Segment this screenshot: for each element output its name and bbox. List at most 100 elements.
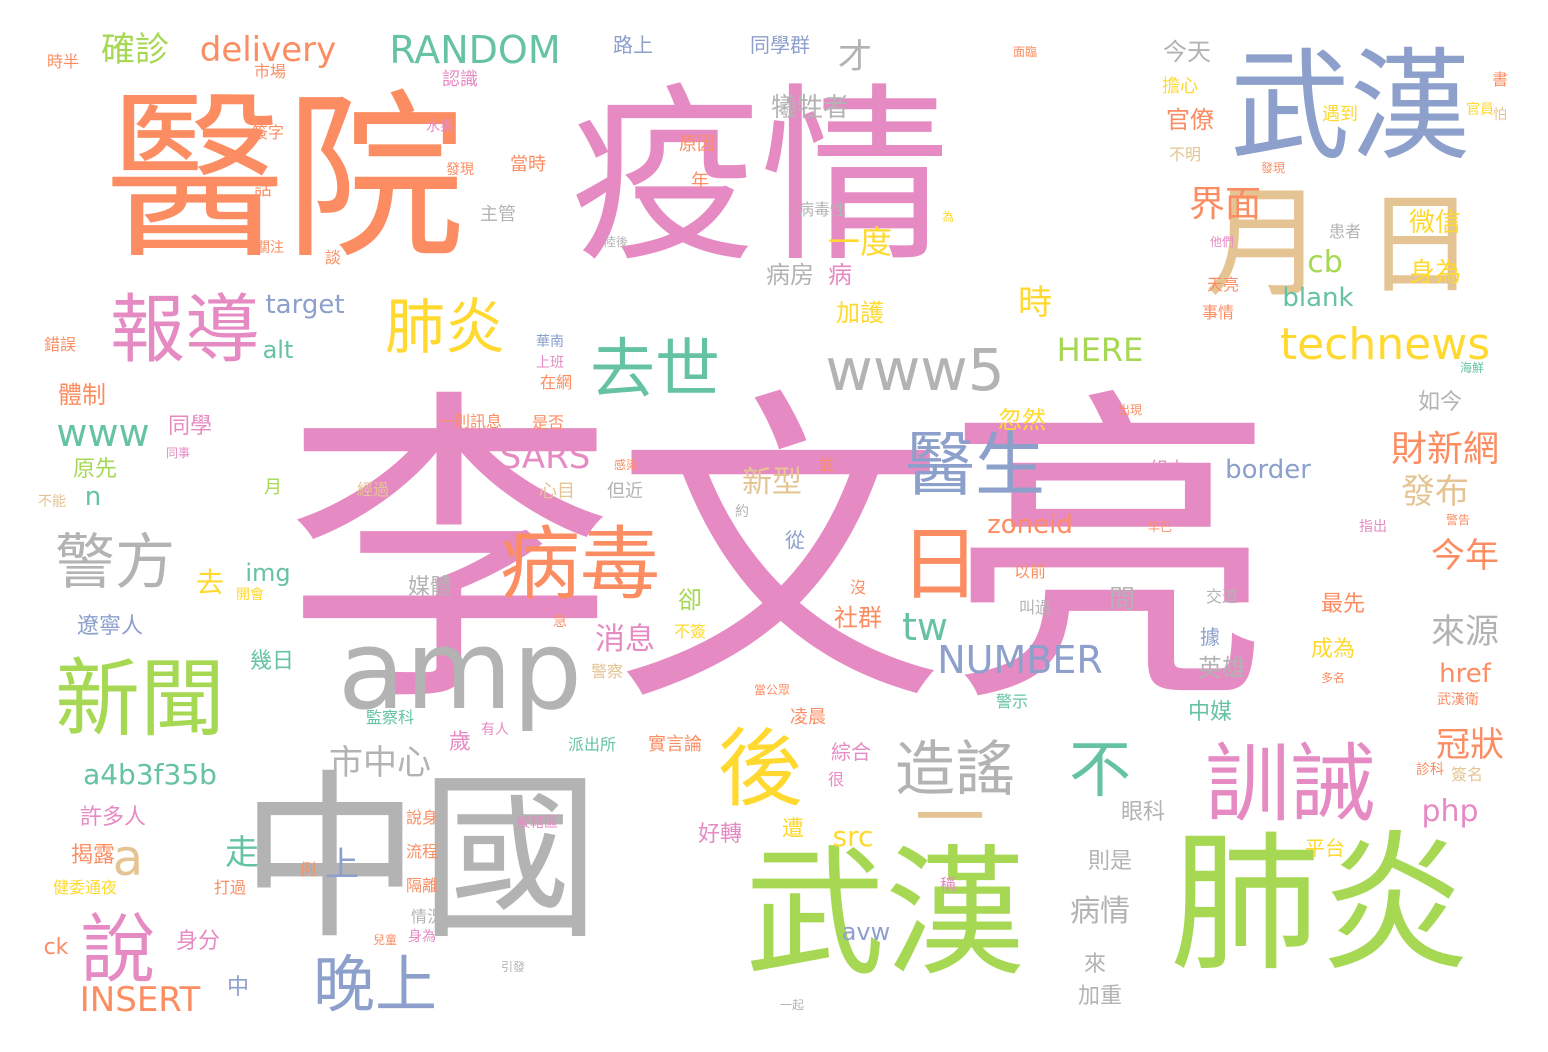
word: 肺炎 — [1169, 818, 1471, 992]
word: 病房 — [766, 261, 814, 289]
word: 並 — [817, 455, 835, 474]
word: a — [112, 829, 144, 887]
word: 不簽 — [673, 622, 707, 641]
word: 被轄區 — [516, 815, 558, 831]
word: 但近 — [607, 481, 643, 502]
word: 多名 — [1320, 671, 1346, 685]
word: tw — [902, 605, 948, 649]
word: 醫院 — [104, 75, 466, 284]
word: 身為 — [408, 929, 436, 945]
word: 指出 — [1359, 519, 1387, 535]
word: delivery — [199, 30, 337, 70]
word: 肺炎 — [385, 293, 505, 363]
word: 武漢 — [744, 833, 1026, 996]
word: 發現 — [1260, 161, 1286, 175]
word: zoneid — [987, 510, 1073, 540]
word: 遇到 — [1322, 104, 1358, 125]
word: NUMBER — [937, 638, 1103, 682]
word: 很 — [827, 770, 845, 789]
word: 簽字 — [251, 123, 285, 142]
word: 才 — [838, 37, 872, 77]
word: 患者 — [1328, 222, 1362, 241]
word: 打過 — [213, 878, 247, 897]
word: 不明 — [1168, 145, 1202, 164]
word: php — [1421, 794, 1479, 829]
word: 疫情 — [569, 67, 951, 288]
word: SARS — [499, 437, 591, 477]
word: 市場 — [253, 62, 287, 81]
word: 錯誤 — [43, 335, 77, 354]
word: 一度 — [827, 223, 893, 261]
word: 好轉 — [697, 822, 743, 847]
word: 社群 — [834, 604, 882, 632]
word: RANDOM — [389, 28, 561, 72]
word: 交道 — [1205, 587, 1239, 606]
word: 界面 — [1188, 184, 1262, 225]
word: 警察 — [590, 662, 624, 681]
word: 簽名 — [1450, 765, 1484, 784]
word: 日 — [900, 518, 980, 611]
word: 警示 — [995, 692, 1029, 711]
word: 要求 — [1097, 403, 1123, 417]
word: 隔離 — [405, 876, 439, 895]
word: 醫生 — [905, 424, 1045, 506]
word: 發布 — [1401, 472, 1469, 512]
word: HERE — [1056, 331, 1144, 369]
word: 說身 — [405, 808, 439, 827]
word: 遼寧人 — [76, 614, 144, 639]
word: 上 — [325, 845, 359, 885]
word: 例 — [299, 860, 317, 879]
word: 如今 — [1417, 390, 1463, 415]
word: 武漢衛 — [1437, 692, 1479, 708]
word: 心目 — [539, 481, 575, 502]
word: 新型 — [742, 465, 802, 500]
word: 開會 — [236, 587, 264, 603]
word: 武漢 — [1230, 38, 1470, 177]
word: 引發 — [500, 960, 526, 974]
word: 一起 — [779, 998, 805, 1012]
word: 英雄 — [1198, 654, 1246, 682]
word: 他們 — [1209, 235, 1235, 249]
word: 病情 — [1070, 894, 1130, 929]
word: 關注 — [256, 240, 284, 256]
word: technews — [1279, 319, 1491, 370]
word: 面臨 — [1012, 45, 1038, 59]
word: 天亮 — [1206, 275, 1240, 294]
word: 確診 — [101, 30, 169, 70]
word: 情況 — [410, 907, 444, 926]
word: 新聞 — [54, 650, 226, 750]
word: 則是 — [1087, 849, 1133, 874]
word: 原先 — [72, 457, 118, 482]
word: 發現 — [446, 162, 474, 178]
word: 組中 — [1150, 459, 1186, 480]
word: 去世 — [589, 332, 721, 408]
word: 遭 — [781, 817, 805, 842]
word: 診科 — [1416, 762, 1444, 778]
word: alt — [262, 336, 294, 364]
word: blank — [1282, 283, 1354, 313]
word: 當公眾 — [753, 683, 791, 697]
word: 上班 — [536, 355, 564, 371]
word: 官員 — [1466, 102, 1494, 118]
word: 許多人 — [79, 805, 147, 830]
word: href — [1439, 659, 1491, 689]
word: 在網 — [539, 373, 573, 392]
word: 沒 — [849, 578, 867, 597]
word: 報導 — [109, 285, 261, 374]
word: 今年 — [1431, 536, 1499, 576]
word: 身分 — [175, 929, 221, 954]
word: 來 — [1083, 952, 1107, 977]
word: 主管 — [480, 204, 516, 225]
word: 警方 — [55, 528, 175, 598]
word: 怕 — [1493, 107, 1507, 123]
word: 感染 — [613, 458, 639, 472]
word: 病毒性 — [797, 200, 847, 219]
word: ck — [43, 935, 69, 960]
word: 媒體 — [407, 575, 453, 600]
word: 犧牲者 — [770, 93, 850, 123]
word: 眼科 — [1120, 800, 1166, 825]
word: target — [265, 290, 345, 320]
word: 據 — [1200, 625, 1220, 649]
word: 時半 — [46, 52, 80, 71]
